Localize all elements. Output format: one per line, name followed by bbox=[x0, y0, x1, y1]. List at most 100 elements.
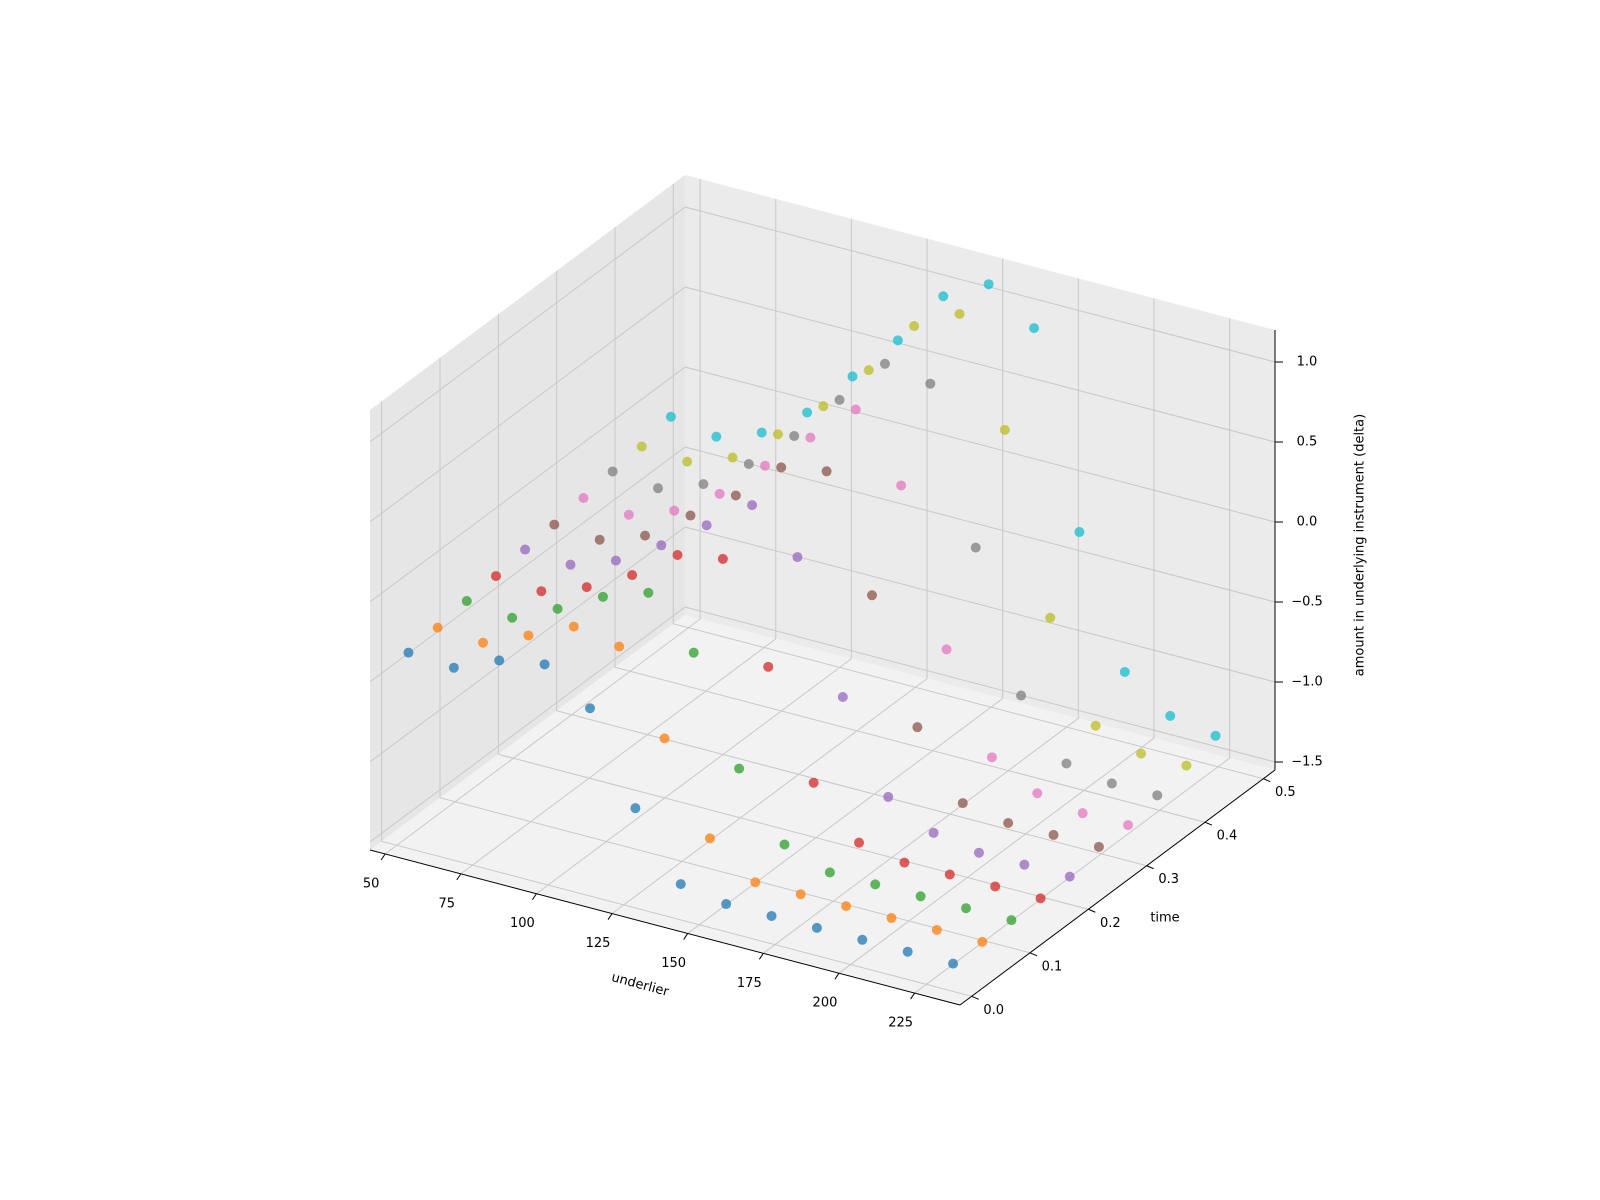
data-point bbox=[808, 777, 819, 788]
data-point bbox=[883, 791, 894, 802]
tick-mark bbox=[607, 913, 613, 920]
y-tick-label: 0.0 bbox=[983, 1003, 1004, 1018]
data-point bbox=[478, 637, 489, 648]
data-point bbox=[549, 519, 560, 530]
panes bbox=[370, 175, 1275, 1005]
data-point bbox=[789, 430, 800, 441]
z-tick-label: 0.5 bbox=[1297, 435, 1318, 450]
data-point bbox=[1006, 915, 1017, 926]
grid-line bbox=[369, 526, 686, 763]
data-point bbox=[675, 879, 686, 890]
data-point bbox=[507, 612, 518, 623]
data-point bbox=[892, 335, 903, 346]
x-tick-label: 150 bbox=[661, 956, 686, 971]
data-point bbox=[795, 889, 806, 900]
grid-line bbox=[460, 638, 777, 875]
grid-line bbox=[611, 678, 928, 914]
tick-mark bbox=[531, 893, 537, 900]
data-point bbox=[630, 803, 641, 814]
data-point bbox=[565, 559, 576, 570]
data-point bbox=[837, 691, 848, 702]
data-point bbox=[1123, 820, 1134, 831]
data-point bbox=[928, 827, 939, 838]
tick-mark bbox=[971, 995, 979, 1000]
grid-line bbox=[369, 206, 686, 443]
data-point bbox=[983, 279, 994, 290]
data-point bbox=[986, 752, 997, 763]
data-point bbox=[772, 429, 783, 440]
z-axis-label: amount in underlying instrument (delta) bbox=[1353, 414, 1368, 676]
data-point bbox=[730, 490, 741, 501]
data-point bbox=[669, 505, 680, 516]
data-point bbox=[1210, 730, 1221, 741]
data-point bbox=[1077, 808, 1088, 819]
x-tick-label: 225 bbox=[888, 1016, 913, 1031]
grid-line bbox=[673, 623, 1264, 780]
data-point bbox=[763, 661, 774, 672]
data-point bbox=[870, 879, 881, 890]
data-point bbox=[734, 763, 745, 774]
side-pane bbox=[370, 175, 685, 850]
data-point bbox=[999, 424, 1010, 435]
data-point bbox=[536, 586, 547, 597]
data-point bbox=[1064, 871, 1075, 882]
y-tick-label: 0.4 bbox=[1217, 829, 1238, 844]
data-point bbox=[636, 441, 647, 452]
grid-line bbox=[369, 366, 686, 603]
data-point bbox=[886, 913, 897, 924]
data-point bbox=[659, 733, 670, 744]
z-tick-label: 0.0 bbox=[1297, 515, 1318, 530]
data-point bbox=[902, 946, 913, 957]
grid-line bbox=[369, 606, 686, 843]
data-point bbox=[1152, 790, 1163, 801]
data-point bbox=[1016, 690, 1027, 701]
axes: 50 75 100 125 150 175 200 225 0.0 0.1 0.2 0.3 0.4 0.5… bbox=[363, 330, 1323, 1031]
data-point bbox=[578, 493, 589, 504]
data-point bbox=[841, 901, 852, 912]
data-point bbox=[957, 798, 968, 809]
grid-line bbox=[381, 840, 972, 997]
y-tick-label: 0.3 bbox=[1158, 872, 1179, 887]
grid-line bbox=[556, 710, 1147, 867]
tick-mark bbox=[380, 853, 386, 861]
z-tick-label: 1.0 bbox=[1297, 355, 1318, 370]
data-point bbox=[490, 571, 501, 582]
data-point bbox=[818, 401, 829, 412]
data-point bbox=[1045, 612, 1056, 623]
data-point bbox=[640, 530, 651, 541]
y-axis bbox=[959, 769, 1276, 1006]
data-point bbox=[750, 877, 761, 888]
data-point bbox=[461, 596, 472, 607]
data-point bbox=[688, 647, 699, 658]
grid-line bbox=[684, 606, 1276, 763]
tick-mark bbox=[758, 953, 764, 960]
data-point bbox=[597, 591, 608, 602]
data-point bbox=[792, 552, 803, 563]
x-tick-label: 50 bbox=[363, 876, 380, 891]
data-point bbox=[756, 427, 767, 438]
y-tick-label: 0.1 bbox=[1042, 959, 1063, 974]
data-point bbox=[973, 847, 984, 858]
data-point bbox=[863, 365, 874, 376]
grid-line bbox=[498, 753, 1089, 910]
grid-line bbox=[369, 286, 686, 523]
floor-pane bbox=[370, 615, 1275, 1005]
data-point bbox=[1090, 720, 1101, 731]
data-point bbox=[776, 462, 787, 473]
tick-mark bbox=[1204, 821, 1213, 826]
data-point bbox=[643, 587, 654, 598]
data-point bbox=[403, 647, 414, 658]
data-point bbox=[1093, 841, 1104, 852]
x-tick-label: 125 bbox=[586, 936, 611, 951]
data-point bbox=[721, 899, 732, 910]
grid-line bbox=[384, 618, 701, 855]
z-tick-label: −1.5 bbox=[1291, 755, 1323, 770]
data-point bbox=[581, 582, 592, 593]
data-point bbox=[727, 452, 738, 463]
data-point bbox=[857, 934, 868, 945]
data-point bbox=[961, 903, 972, 914]
data-point bbox=[539, 659, 550, 670]
data-point bbox=[711, 431, 722, 442]
data-point bbox=[610, 555, 621, 566]
data-point bbox=[866, 590, 877, 601]
